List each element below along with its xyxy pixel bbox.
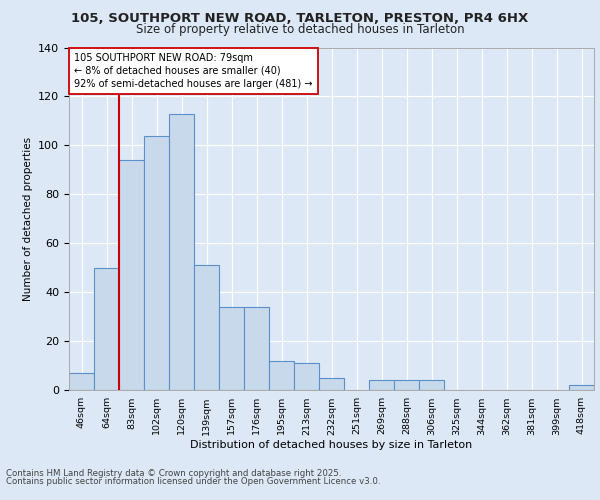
- Bar: [194, 265, 219, 390]
- Bar: [69, 373, 94, 390]
- Bar: [244, 307, 269, 390]
- Bar: [319, 378, 344, 390]
- Text: Size of property relative to detached houses in Tarleton: Size of property relative to detached ho…: [136, 22, 464, 36]
- X-axis label: Distribution of detached houses by size in Tarleton: Distribution of detached houses by size …: [190, 440, 473, 450]
- Text: 105, SOUTHPORT NEW ROAD, TARLETON, PRESTON, PR4 6HX: 105, SOUTHPORT NEW ROAD, TARLETON, PREST…: [71, 12, 529, 26]
- Bar: [169, 114, 194, 390]
- Bar: [219, 307, 244, 390]
- Bar: [369, 380, 394, 390]
- Text: 105 SOUTHPORT NEW ROAD: 79sqm
← 8% of detached houses are smaller (40)
92% of se: 105 SOUTHPORT NEW ROAD: 79sqm ← 8% of de…: [74, 52, 313, 89]
- Y-axis label: Number of detached properties: Number of detached properties: [23, 136, 32, 301]
- Text: Contains HM Land Registry data © Crown copyright and database right 2025.: Contains HM Land Registry data © Crown c…: [6, 468, 341, 477]
- Bar: [419, 380, 444, 390]
- Bar: [394, 380, 419, 390]
- Bar: [119, 160, 144, 390]
- Bar: [94, 268, 119, 390]
- Bar: [144, 136, 169, 390]
- Bar: [569, 385, 594, 390]
- Bar: [269, 360, 294, 390]
- Bar: [294, 363, 319, 390]
- Text: Contains public sector information licensed under the Open Government Licence v3: Contains public sector information licen…: [6, 477, 380, 486]
